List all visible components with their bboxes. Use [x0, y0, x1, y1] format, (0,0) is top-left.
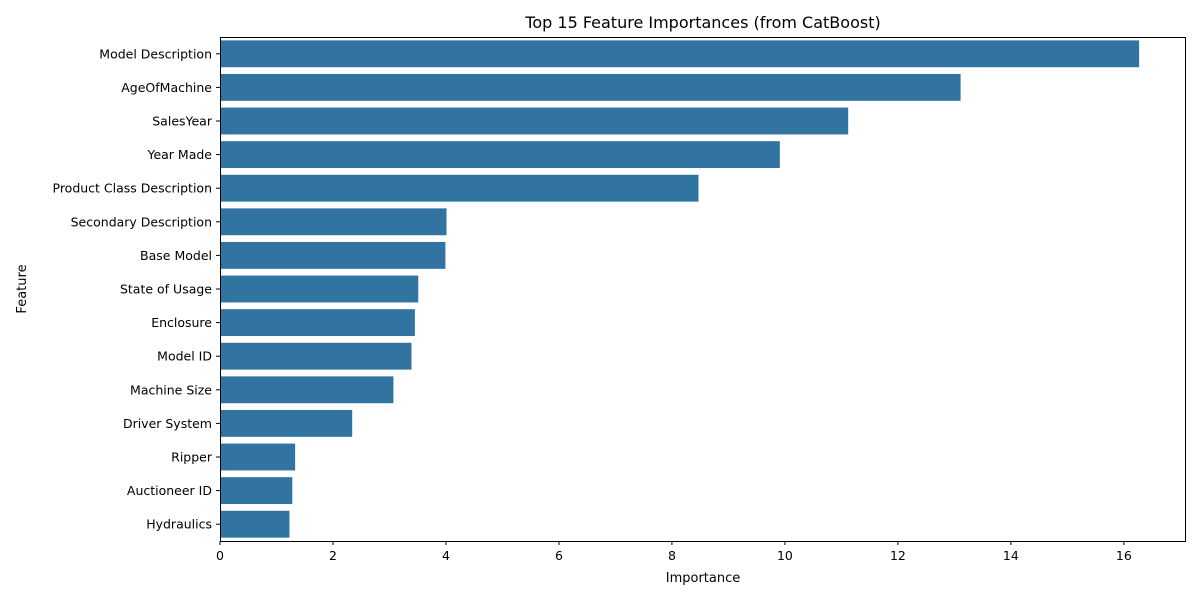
bar — [220, 376, 394, 404]
bar — [220, 510, 290, 538]
y-axis-ticks: Model Description AgeOfMachine SalesYear Ye… — [53, 46, 220, 532]
bars-group — [220, 40, 1140, 538]
bar — [220, 275, 419, 303]
x-tick-label: 6 — [555, 548, 563, 563]
x-tick-label: 2 — [329, 548, 337, 563]
x-tick-label: 10 — [777, 548, 793, 563]
y-tick-label: Hydraulics — [146, 517, 212, 532]
bar — [220, 443, 296, 471]
bar — [220, 342, 412, 370]
bar — [220, 241, 446, 269]
x-tick-label: 12 — [890, 548, 906, 563]
y-tick-label: Model Description — [99, 46, 212, 61]
chart-title: Top 15 Feature Importances (from CatBoos… — [524, 13, 880, 32]
y-tick-label: SalesYear — [152, 114, 213, 129]
y-tick-label: Auctioneer ID — [127, 483, 212, 498]
bar — [220, 208, 447, 236]
x-tick-label: 8 — [668, 548, 676, 563]
x-tick-label: 14 — [1003, 548, 1019, 563]
bar — [220, 107, 849, 135]
x-tick-label: 0 — [216, 548, 224, 563]
x-axis-label: Importance — [666, 571, 741, 586]
bar — [220, 409, 353, 437]
y-tick-label: State of Usage — [120, 282, 212, 297]
x-tick-label: 4 — [442, 548, 450, 563]
bar — [220, 309, 415, 337]
y-tick-label: Enclosure — [151, 315, 212, 330]
y-tick-label: Model ID — [157, 349, 212, 364]
bar — [220, 73, 961, 101]
x-axis-ticks: 0 2 4 6 8 10 12 14 16 — [216, 541, 1132, 563]
bar — [220, 174, 699, 202]
x-tick-label: 16 — [1116, 548, 1132, 563]
y-tick-label: Base Model — [140, 248, 212, 263]
y-tick-label: AgeOfMachine — [121, 80, 212, 95]
y-tick-label: Driver System — [123, 416, 212, 431]
bar — [220, 141, 780, 169]
y-axis-label: Feature — [15, 264, 30, 313]
bar — [220, 477, 293, 505]
y-tick-label: Ripper — [171, 450, 213, 465]
y-tick-label: Secondary Description — [71, 214, 212, 229]
y-tick-label: Year Made — [146, 147, 212, 162]
y-tick-label: Product Class Description — [53, 181, 213, 196]
y-tick-label: Machine Size — [130, 382, 212, 397]
bar — [220, 40, 1140, 68]
